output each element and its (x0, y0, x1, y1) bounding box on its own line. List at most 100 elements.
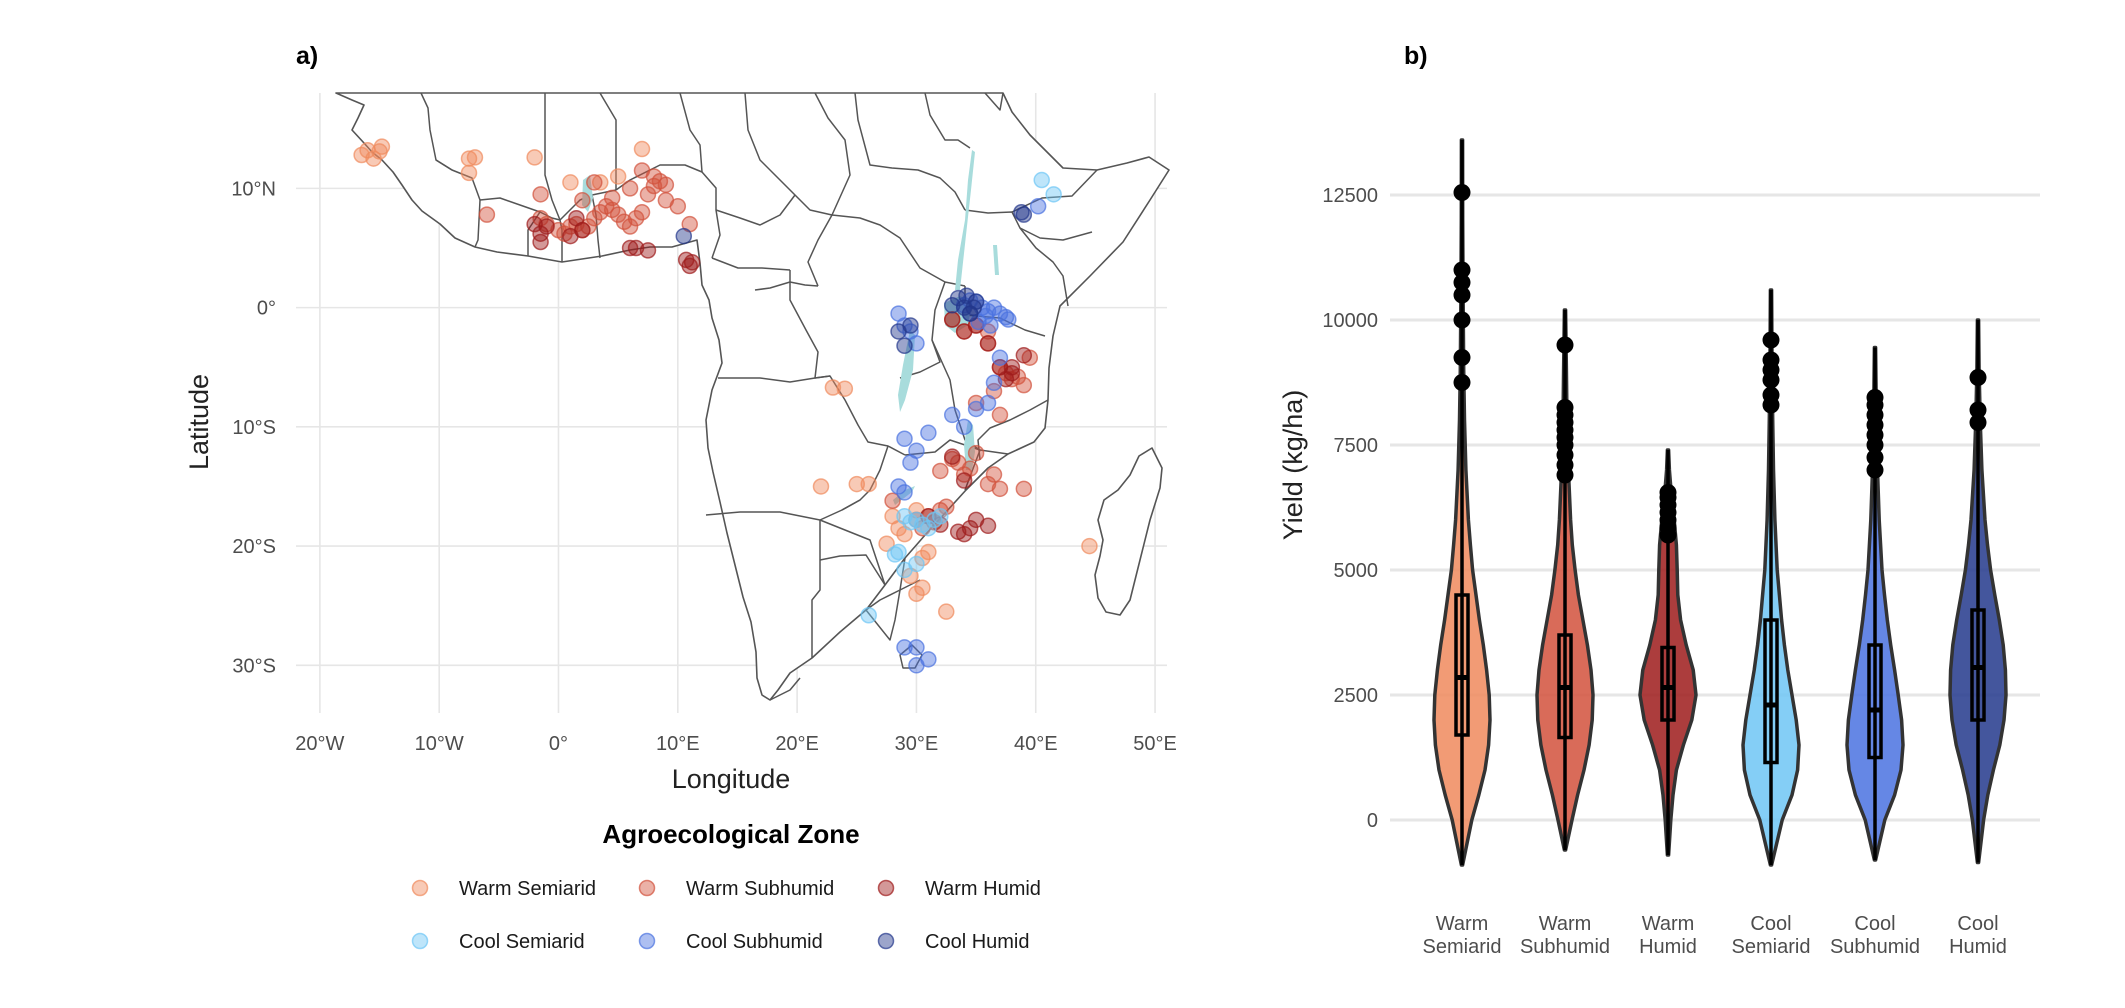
border (819, 554, 886, 586)
border (591, 194, 601, 259)
map-point (532, 186, 549, 203)
map-point (627, 239, 645, 257)
map-point (574, 192, 591, 209)
map-series-warm-semiarid (353, 138, 1098, 620)
map-x-tick-label: 40°E (1014, 733, 1058, 755)
map-point (526, 215, 543, 233)
map-point (896, 484, 913, 501)
legend-title: Agroecological Zone (602, 819, 859, 849)
violin-category-label: Subhumid (1830, 936, 1920, 958)
border (854, 92, 966, 211)
map-point (896, 337, 913, 355)
map-point (633, 140, 651, 158)
border (977, 399, 1049, 461)
map-point (914, 579, 931, 597)
border (711, 257, 791, 271)
border (435, 159, 481, 248)
map-x-tick-label: 10°W (415, 733, 464, 755)
map-tick-labels: 20°W 10°W 0° 10°E 20°E 30°E 40°E 50°E 10°N 0° 10°S… (231, 178, 1177, 755)
legend-swatch (638, 932, 656, 950)
violin-y-tick-label: 12500 (1322, 185, 1378, 207)
violin-outlier (1453, 374, 1471, 391)
violin-category-label: Humid (1639, 936, 1697, 958)
violin-y-axis-title: Yield (kg/ha) (1278, 390, 1308, 541)
violin-category-label: Semiarid (1423, 936, 1502, 958)
map-x-tick-label: 20°W (295, 733, 344, 755)
map-point (860, 606, 877, 624)
violin-outlier (1969, 369, 1987, 386)
map-y-tick-label: 0° (257, 298, 276, 320)
map-point (985, 299, 1003, 316)
violin-group (1845, 345, 1905, 862)
legend-swatch (411, 932, 429, 950)
map-point (621, 180, 639, 197)
map-point (958, 287, 975, 304)
violin-outlier (1969, 414, 1987, 431)
map-point (997, 308, 1015, 326)
lake-turkana (993, 245, 999, 275)
map-point (896, 639, 913, 656)
violin-y-tick-label: 5000 (1334, 560, 1379, 582)
map-point (985, 466, 1003, 483)
border (769, 677, 801, 701)
map-point (920, 519, 937, 537)
map-x-tick-label: 20°E (775, 733, 819, 755)
border (744, 92, 833, 216)
map-point (908, 555, 925, 573)
madagascar (1094, 447, 1163, 616)
border (964, 209, 1069, 307)
map-point (1015, 376, 1033, 394)
border (1011, 169, 1098, 213)
map-point (961, 305, 979, 322)
map-point (943, 448, 961, 465)
map-point (1015, 347, 1033, 364)
violin-box (1660, 645, 1676, 722)
violin-outlier (1453, 349, 1471, 366)
panel-a-label: a) (296, 42, 318, 70)
map-point (373, 138, 391, 155)
violin-outlier (1453, 184, 1471, 201)
violin-outlier (1453, 286, 1471, 304)
violin-category-label: Warm (1539, 913, 1592, 935)
violin-outlier (1453, 311, 1471, 329)
border (811, 520, 821, 658)
map-point (824, 379, 842, 396)
map-point (896, 430, 913, 448)
violin-outlier (1556, 336, 1574, 354)
map-point (1029, 198, 1047, 215)
violin-outlier (1969, 401, 1987, 419)
violin-outlier (1453, 274, 1471, 291)
legend-label: Warm Humid (925, 878, 1041, 900)
map-point (633, 203, 651, 221)
map-point (967, 394, 985, 412)
map-point (878, 535, 895, 552)
panel-a: a) (184, 42, 1177, 953)
map-point (848, 475, 866, 493)
legend-label: Cool Subhumid (686, 931, 823, 953)
map-point (812, 478, 830, 495)
border (865, 579, 921, 611)
violin-category-label: Subhumid (1520, 936, 1610, 958)
map-point (932, 462, 949, 480)
map-point (991, 406, 1009, 424)
map-point (985, 374, 1003, 391)
border (599, 92, 617, 190)
map-point (526, 149, 543, 166)
map-point (532, 233, 549, 251)
border (899, 644, 923, 669)
map-point (675, 227, 693, 245)
violin-outlier (1556, 399, 1574, 416)
violin-y-tick-label: 0 (1367, 810, 1378, 832)
border (679, 92, 703, 173)
map-point (627, 209, 645, 227)
violins (1432, 138, 2008, 867)
violin-group (1638, 448, 1698, 857)
border (865, 557, 906, 641)
violin-outlier (1866, 449, 1884, 466)
border (559, 189, 617, 262)
border (931, 339, 1009, 455)
map-point (603, 189, 621, 207)
border (705, 499, 861, 521)
map-point (943, 406, 961, 424)
violin-box (1867, 643, 1883, 760)
